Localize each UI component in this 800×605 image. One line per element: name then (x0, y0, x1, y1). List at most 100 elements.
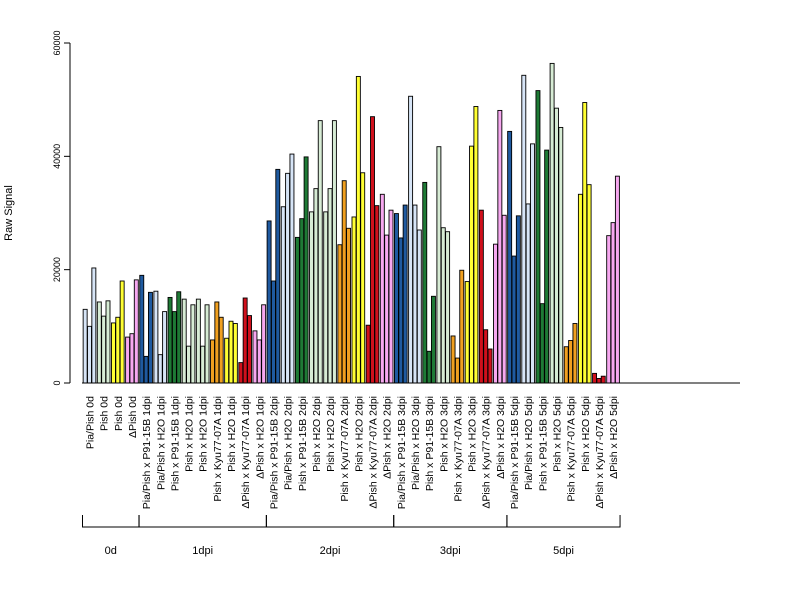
bar (167, 296, 173, 384)
bar (582, 102, 588, 384)
bar (600, 375, 606, 384)
y-tick-label: 20000 (52, 257, 62, 282)
bar (204, 304, 210, 384)
x-tick-label: Pish x H2O 5dpi (551, 396, 563, 472)
bar (214, 301, 220, 384)
group-brackets: 0d 1dpi 2dpi 3dpi 5dpi (82, 515, 621, 557)
x-tick-label: Pia/Pish x H2O 5dpi (523, 396, 535, 490)
bar (592, 372, 597, 384)
bar (228, 320, 234, 384)
x-tick-label: Pia/Pish x P91-15B 3dpi (396, 396, 408, 509)
bar (563, 346, 569, 384)
x-tick-label: Pish x Kyu77-07A 5dpi (566, 396, 578, 502)
x-tick-label: Pish x H2O 1dpi (226, 396, 238, 472)
x-tick-label: ΔPish x H2O 3dpi (495, 396, 507, 479)
bar (464, 281, 470, 384)
bar (247, 315, 252, 384)
bar (115, 316, 121, 384)
bar (143, 355, 149, 384)
bar (459, 269, 465, 384)
bar (398, 237, 404, 384)
bar (87, 325, 92, 384)
bar (388, 209, 394, 384)
bar (82, 308, 88, 384)
x-tick-label: Pish x H2O 2dpi (353, 396, 365, 472)
x-tick-label: Pia/Pish x P91-15B 1dpi (141, 396, 153, 509)
x-tick-label: Pish x H2O 2dpi (325, 396, 337, 472)
bar (200, 345, 206, 384)
bar (323, 211, 329, 384)
bar (384, 234, 390, 384)
bar (507, 130, 513, 384)
bar (294, 236, 300, 384)
bar (313, 188, 319, 384)
y-axis: 0 20000 40000 60000 (52, 30, 71, 386)
bar (280, 206, 286, 384)
bar (171, 311, 177, 384)
x-tick-label: Pish x H2O 5dpi (580, 396, 592, 472)
bar (577, 193, 583, 384)
bar (232, 323, 238, 384)
bar (346, 227, 351, 384)
bar (341, 180, 347, 384)
bar (394, 213, 399, 384)
bar (309, 211, 314, 384)
bar (422, 181, 428, 384)
bar (530, 143, 535, 384)
bar (129, 333, 135, 384)
group-label: 0d (105, 545, 117, 557)
bar (261, 304, 267, 384)
bar (110, 322, 116, 384)
bar (431, 295, 436, 384)
bar (535, 90, 541, 384)
x-tick-label: Pia/Pish 0d (85, 396, 97, 449)
group-label: 5dpi (553, 545, 574, 557)
bar (289, 153, 295, 384)
bar (125, 336, 131, 384)
bar (365, 324, 371, 384)
bar (139, 274, 145, 384)
bar (478, 209, 484, 384)
bar (317, 120, 323, 384)
bar (511, 255, 517, 384)
group-bracket (265, 515, 395, 528)
bar (586, 184, 592, 384)
bar (133, 279, 139, 384)
x-tick-label: Pish 0d (113, 396, 125, 431)
bar (96, 301, 102, 384)
group-bracket (393, 515, 508, 528)
bar (190, 304, 196, 384)
bar (337, 244, 343, 384)
x-tick-label: ΔPish x Kyu77-07A 5dpi (594, 396, 606, 509)
x-tick-label: Pish x Kyu77-07A 3dpi (452, 396, 464, 502)
bar (544, 149, 550, 384)
group-label: 2dpi (320, 545, 341, 557)
bar (370, 116, 375, 384)
group-label: 1dpi (192, 545, 213, 557)
bar (483, 329, 489, 384)
x-tick-label: Pish x P91-15B 2dpi (297, 396, 309, 491)
bar (271, 280, 276, 384)
bar (351, 216, 357, 384)
bar (374, 205, 380, 384)
bar (147, 291, 153, 384)
bar (454, 357, 460, 384)
bar (568, 340, 574, 384)
bar (238, 362, 244, 384)
group-bracket (82, 515, 140, 528)
bar (195, 298, 201, 384)
bar (487, 348, 493, 384)
y-axis-label: Raw Signal (3, 185, 15, 241)
x-tick-label: Pish x P91-15B 5dpi (537, 396, 549, 491)
bar (412, 204, 418, 384)
bar (450, 335, 456, 384)
y-tick-label: 60000 (52, 30, 62, 55)
group-bracket (138, 515, 267, 528)
bar (473, 106, 479, 384)
x-tick-label: Pia/Pish x P91-15B 2dpi (268, 396, 280, 509)
x-tick-label: Pia/Pish x H2O 3dpi (410, 396, 422, 490)
x-tick-label: ΔPish x Kyu77-07A 1dpi (240, 396, 252, 509)
bar (606, 235, 612, 384)
x-tick-label: ΔPish x Kyu77-07A 3dpi (481, 396, 493, 509)
